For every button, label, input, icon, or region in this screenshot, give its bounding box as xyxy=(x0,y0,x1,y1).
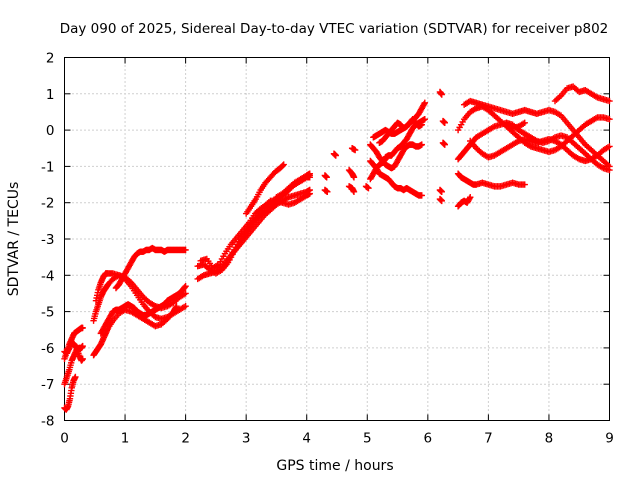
data-point xyxy=(420,101,428,108)
x-tick-labels: 0 1 2 3 4 5 6 7 8 9 xyxy=(60,431,614,447)
data-segment xyxy=(551,83,613,105)
data-point xyxy=(606,116,613,123)
x-tick-label: 9 xyxy=(605,431,614,447)
data-segment xyxy=(436,88,445,98)
data-point xyxy=(350,174,358,181)
x-axis-label: GPS time / hours xyxy=(276,458,393,474)
data-point xyxy=(279,162,287,169)
data-point xyxy=(182,282,189,290)
data-point xyxy=(324,188,331,196)
x-tick-label: 1 xyxy=(121,431,130,447)
data-point xyxy=(606,143,613,150)
data-segment xyxy=(345,183,358,196)
data-point xyxy=(467,194,474,201)
data-point xyxy=(441,119,448,127)
data-point xyxy=(418,141,425,148)
data-segment xyxy=(436,195,445,205)
data-segment xyxy=(242,161,287,217)
x-tick-label: 2 xyxy=(181,431,190,447)
data-segment xyxy=(61,324,86,362)
data-point xyxy=(438,91,445,98)
data-point xyxy=(173,302,180,310)
data-segment xyxy=(90,272,189,324)
y-tick-label: -8 xyxy=(41,414,54,430)
data-point xyxy=(79,324,86,332)
x-tick-label: 5 xyxy=(363,431,372,447)
data-points xyxy=(61,83,613,413)
y-tick-labels: -8 -7 -6 -5 -4 -3 -2 -1 0 1 2 xyxy=(41,51,54,430)
x-tick-label: 7 xyxy=(484,431,493,447)
data-point xyxy=(72,373,79,381)
data-point xyxy=(418,192,425,199)
data-point xyxy=(182,302,189,310)
data-segment xyxy=(439,139,448,148)
y-tick-label: 0 xyxy=(46,123,55,139)
data-segment xyxy=(362,183,372,192)
data-point xyxy=(438,188,445,196)
data-segment xyxy=(367,141,425,172)
data-segment xyxy=(321,186,331,196)
data-point xyxy=(521,181,528,188)
y-tick-label: -5 xyxy=(41,305,54,321)
data-point xyxy=(79,342,86,350)
grid-lines xyxy=(64,57,610,421)
y-tick-label: -7 xyxy=(41,377,54,393)
data-point xyxy=(306,190,313,197)
data-segment xyxy=(454,119,613,174)
data-point xyxy=(332,152,339,159)
data-segment xyxy=(439,117,448,127)
x-tick-label: 0 xyxy=(60,431,69,447)
y-tick-label: 2 xyxy=(46,51,55,67)
x-tick-label: 4 xyxy=(302,431,311,447)
y-tick-label: -2 xyxy=(41,196,54,212)
data-segment xyxy=(436,186,445,196)
data-segment xyxy=(112,244,189,292)
data-point xyxy=(306,170,313,177)
x-tick-label: 8 xyxy=(545,431,554,447)
data-segment xyxy=(348,145,359,154)
data-segment xyxy=(218,190,313,274)
data-point xyxy=(280,161,287,168)
data-segment xyxy=(454,170,528,190)
x-tick-label: 3 xyxy=(242,431,251,447)
data-segment xyxy=(330,150,339,159)
y-tick-label: -4 xyxy=(41,268,54,284)
data-segment xyxy=(382,116,429,161)
data-segment xyxy=(97,282,189,337)
data-segment xyxy=(454,194,474,210)
y-tick-label: -6 xyxy=(41,341,54,357)
data-point xyxy=(182,290,189,297)
y-tick-label: -1 xyxy=(41,159,54,175)
data-point xyxy=(323,174,330,181)
data-segment xyxy=(345,166,358,181)
data-point xyxy=(351,146,359,154)
data-point xyxy=(438,197,445,205)
data-point xyxy=(182,246,189,254)
data-point xyxy=(606,97,613,105)
data-point xyxy=(350,188,358,196)
data-point xyxy=(365,184,372,192)
data-segment xyxy=(61,373,79,413)
data-point xyxy=(441,141,448,148)
data-segment xyxy=(321,172,330,181)
chart-title: Day 090 of 2025, Sidereal Day-to-day VTE… xyxy=(60,21,609,37)
data-segment xyxy=(467,135,613,165)
data-point xyxy=(79,355,86,362)
data-point xyxy=(181,283,189,291)
data-segment xyxy=(273,170,313,201)
y-tick-label: 1 xyxy=(46,87,55,103)
data-segment xyxy=(367,157,425,199)
x-tick-label: 6 xyxy=(424,431,433,447)
data-point xyxy=(421,116,429,123)
data-point xyxy=(521,119,528,127)
y-tick-label: -3 xyxy=(41,232,54,248)
data-point xyxy=(421,99,429,107)
data-segment xyxy=(503,119,528,132)
data-point xyxy=(466,195,473,202)
data-point xyxy=(606,163,613,170)
y-axis-label: SDTVAR / TECUs xyxy=(6,182,22,297)
plot-frame xyxy=(64,57,610,421)
